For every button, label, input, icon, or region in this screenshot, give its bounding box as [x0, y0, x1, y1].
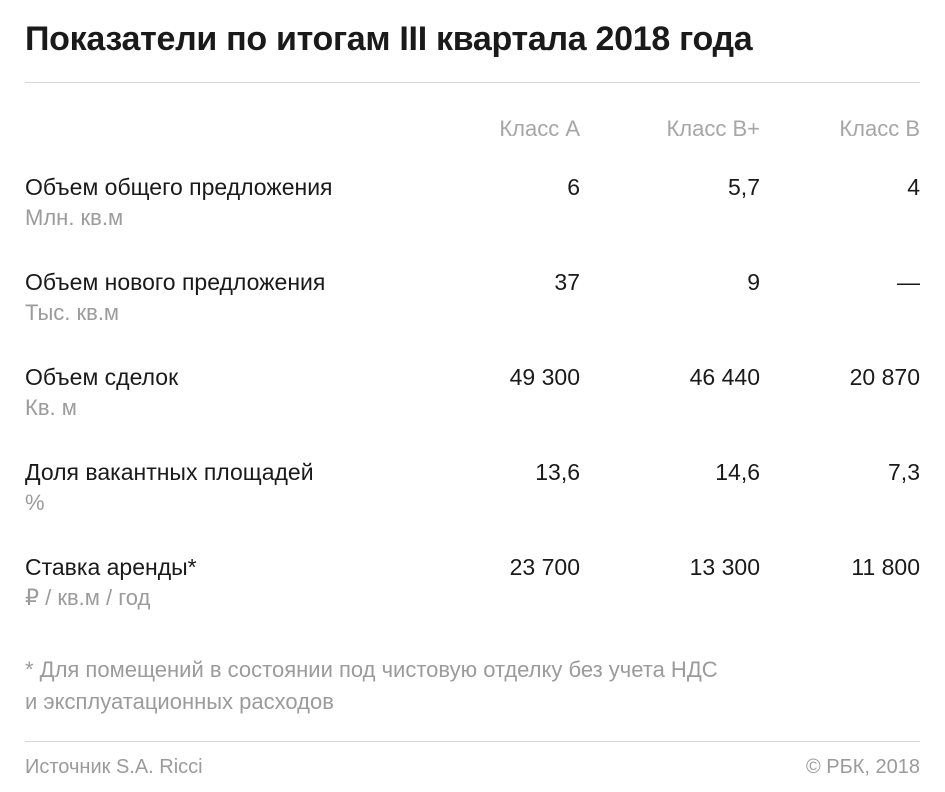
copyright: © РБК, 2018: [805, 756, 920, 778]
table-row: Объем нового предложения Тыс. кв.м 37 9 …: [25, 267, 920, 362]
row-unit: Тыс. кв.м: [25, 300, 120, 325]
table-row: Объем общего предложения Млн. кв.м 6 5,7…: [25, 172, 920, 267]
row-label: Объем общего предложения: [25, 174, 333, 200]
column-header: Класс В+: [666, 116, 760, 141]
cell-value: —: [897, 269, 920, 295]
row-label-cell: Доля вакантных площадей %: [25, 457, 410, 552]
row-label-cell: Объем общего предложения Млн. кв.м: [25, 172, 410, 267]
cell-value: 7,3: [888, 459, 920, 485]
row-label: Доля вакантных площадей: [25, 459, 314, 485]
row-unit: ₽ / кв.м / год: [25, 585, 151, 610]
cell-value: 9: [747, 269, 760, 295]
table-row: Доля вакантных площадей % 13,6 14,6 7,3: [25, 457, 920, 552]
row-label-cell: Объем нового предложения Тыс. кв.м: [25, 267, 410, 362]
cell-value: 11 800: [851, 554, 920, 580]
row-label: Объем нового предложения: [25, 269, 326, 295]
cell-value: 5,7: [728, 174, 760, 200]
cell-value: 13 300: [689, 554, 760, 580]
cell-value: 14,6: [715, 459, 760, 485]
bottom-divider: [25, 741, 920, 742]
chart-title: Показатели по итогам III квартала 2018 г…: [25, 20, 753, 58]
cell-value: 20 870: [849, 364, 920, 390]
row-unit: Кв. м: [25, 395, 77, 420]
cell-value: 4: [907, 174, 920, 200]
cell-value: 46 440: [689, 364, 760, 390]
row-label-cell: Объем сделок Кв. м: [25, 362, 410, 457]
data-table: Класс А Класс В+ Класс В Объем общего пр…: [25, 110, 920, 647]
header-row: Класс А Класс В+ Класс В: [25, 110, 920, 172]
source-credit: Источник S.A. Ricci: [25, 756, 203, 778]
table-row: Объем сделок Кв. м 49 300 46 440 20 870: [25, 362, 920, 457]
footnote-line: * Для помещений в состоянии под чистовую…: [25, 657, 718, 682]
table-row: Ставка аренды* ₽ / кв.м / год 23 700 13 …: [25, 552, 920, 647]
column-header: Класс В: [839, 116, 920, 141]
cell-value: 13,6: [535, 459, 580, 485]
row-label-cell: Ставка аренды* ₽ / кв.м / год: [25, 552, 410, 647]
footnote-line: и эксплуатационных расходов: [25, 689, 334, 714]
top-divider: [25, 82, 920, 83]
row-unit: Млн. кв.м: [25, 205, 124, 230]
footnote: * Для помещений в состоянии под чистовую…: [25, 654, 920, 718]
column-header: Класс А: [499, 116, 580, 141]
cell-value: 23 700: [509, 554, 580, 580]
cell-value: 37: [554, 269, 580, 295]
header-label-spacer: [25, 110, 410, 172]
cell-value: 6: [567, 174, 580, 200]
row-unit: %: [25, 490, 45, 515]
row-label: Объем сделок: [25, 364, 179, 390]
cell-value: 49 300: [509, 364, 580, 390]
row-label: Ставка аренды*: [25, 554, 197, 580]
